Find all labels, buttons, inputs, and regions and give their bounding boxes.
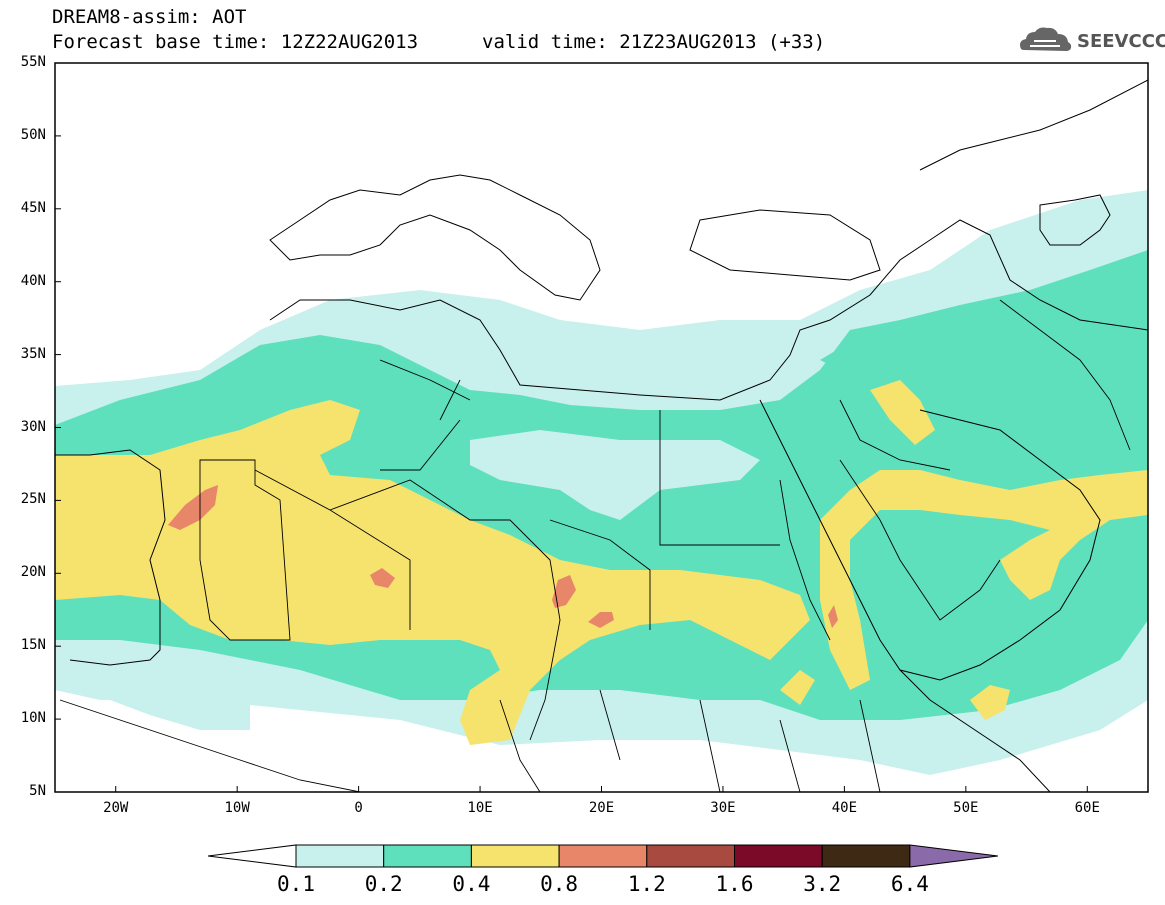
axis-ticks [55, 62, 1088, 793]
colorbar-swatch [383, 844, 472, 868]
aot-contour-0.4 [820, 470, 1148, 690]
aot-contour-0.8 [828, 605, 838, 628]
colorbar-label: 6.4 [890, 872, 929, 896]
lon-tick-label: 10W [224, 800, 250, 816]
lat-tick-label: 40N [20, 272, 46, 289]
colorbar-label: 0.1 [277, 872, 315, 896]
aot-contour-0.4 [55, 400, 810, 745]
colorbar [207, 844, 998, 868]
aot-contour-0.1 [470, 430, 760, 520]
aot-contour-0.4 [870, 380, 935, 445]
aot-contour-0.1 [100, 650, 250, 730]
lon-tick-label: 20E [588, 800, 615, 816]
colorbar-max-arrow [909, 844, 998, 868]
colorbar-label: 1.6 [715, 872, 754, 896]
aot-contour-0.8 [168, 485, 218, 530]
map-title: DREAM8-assim: AOT [52, 6, 247, 28]
logo-text: SEEVCCC [1077, 31, 1165, 52]
lon-tick-label: 40E [831, 800, 858, 816]
lat-tick-label: 25N [20, 491, 46, 508]
lon-tick-label: 20W [103, 800, 129, 816]
colorbar-swatch [821, 844, 911, 868]
lon-tick-label: 10E [467, 800, 493, 816]
colorbar-min-arrow [207, 844, 297, 868]
colorbar-swatch [734, 844, 823, 868]
aot-contour-0.8 [552, 575, 576, 608]
colorbar-label: 0.2 [364, 872, 403, 896]
colorbar-swatch [295, 844, 385, 868]
lon-tick-label: 50E [953, 800, 979, 816]
lon-tick-label: 30E [710, 800, 736, 816]
coastlines [55, 79, 1148, 792]
colorbar-swatch [470, 844, 560, 868]
lat-tick-label: 20N [20, 564, 46, 581]
aot-contour-0.1 [820, 330, 990, 390]
aot-contour-0.8 [370, 568, 395, 588]
lat-tick-label: 50N [20, 126, 46, 143]
lat-tick-label: 35N [20, 345, 46, 362]
aot-contour-0.4 [970, 685, 1010, 720]
colorbar-label: 3.2 [803, 872, 842, 896]
lat-tick-label: 45N [20, 199, 46, 216]
forecast-base-time: Forecast base time: 12Z22AUG2013 [52, 31, 419, 53]
colorbar-swatch [558, 844, 648, 868]
lat-tick-label: 30N [20, 418, 46, 435]
colorbar-label: 1.2 [627, 872, 666, 896]
cloud-logo-icon [1020, 27, 1072, 51]
lat-tick-label: 15N [20, 637, 46, 654]
lat-tick-label: 5N [29, 783, 46, 799]
lon-tick-label: 0 [354, 800, 363, 816]
lon-tick-label: 60E [1074, 800, 1100, 816]
country-borders [59, 299, 1131, 792]
aot-contour-0.8 [588, 612, 614, 628]
aot-contour-0.4 [780, 670, 815, 705]
colorbar-label: 0.4 [452, 872, 491, 896]
valid-time: valid time: 21Z23AUG2013 (+33) [482, 31, 826, 53]
lat-tick-label: 55N [20, 54, 46, 70]
colorbar-swatch [646, 844, 735, 868]
lat-tick-label: 10N [20, 710, 46, 727]
colorbar-label: 0.8 [540, 872, 579, 896]
